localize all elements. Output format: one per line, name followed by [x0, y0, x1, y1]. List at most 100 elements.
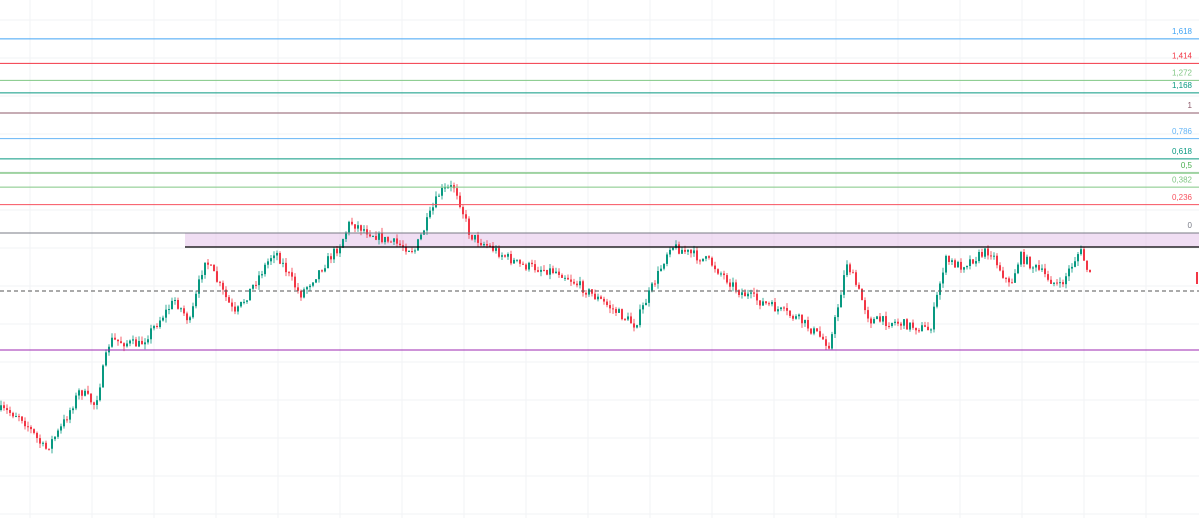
candle-body	[408, 251, 410, 253]
candle-body	[561, 274, 563, 278]
candle-body	[789, 310, 791, 316]
candle-body	[426, 217, 428, 231]
candle-body	[1032, 267, 1034, 269]
candle-body	[1053, 282, 1055, 284]
candle-body	[951, 260, 953, 262]
candle-body	[825, 339, 827, 346]
candle-body	[699, 260, 701, 262]
candle-body	[885, 316, 887, 326]
candle-body	[282, 262, 284, 264]
candle-body	[15, 416, 17, 418]
candle-body	[849, 264, 851, 273]
candle-body	[342, 239, 344, 248]
candle-body	[24, 420, 26, 427]
candle-body	[99, 387, 101, 401]
candle-body	[888, 325, 890, 327]
candle-body	[441, 187, 443, 196]
candle-body	[519, 259, 521, 264]
candle-body	[642, 305, 644, 310]
candle-body	[876, 316, 878, 320]
candle-body	[1029, 256, 1031, 269]
candle-body	[768, 303, 770, 305]
candle-body	[858, 284, 860, 289]
candle-body	[402, 245, 404, 248]
candle-body	[1068, 268, 1070, 277]
candle-body	[243, 301, 245, 303]
candle-body	[360, 225, 362, 231]
candle-body	[750, 292, 752, 294]
candle-body	[900, 323, 902, 326]
candle-body	[726, 275, 728, 283]
candle-body	[942, 272, 944, 284]
candle-body	[1083, 249, 1085, 261]
candle-body	[183, 308, 185, 314]
candle-body	[1089, 269, 1091, 273]
candle-body	[393, 238, 395, 242]
candle-body	[177, 299, 179, 309]
candle-body	[936, 294, 938, 307]
candle-body	[987, 248, 989, 256]
candle-body	[939, 283, 941, 295]
candle-body	[543, 269, 545, 271]
candle-body	[84, 390, 86, 396]
candle-body	[363, 229, 365, 231]
candle-body	[717, 269, 719, 274]
candle-body	[978, 251, 980, 262]
candle-body	[609, 305, 611, 309]
candle-body	[555, 271, 557, 274]
candle-body	[759, 300, 761, 306]
candle-body	[921, 325, 923, 332]
candle-body	[525, 264, 527, 270]
candle-body	[321, 270, 323, 272]
candle-body	[351, 221, 353, 225]
candle-body	[711, 257, 713, 266]
candle-body	[567, 277, 569, 280]
candle-body	[639, 309, 641, 326]
candle-body	[147, 339, 149, 343]
fib-level-label: 0,5	[1181, 161, 1193, 170]
candle-body	[1074, 261, 1076, 267]
candle-body	[1002, 270, 1004, 278]
candle-body	[909, 322, 911, 330]
candle-body	[996, 255, 998, 266]
candle-body	[795, 316, 797, 319]
candle-body	[240, 301, 242, 307]
fib-level-label: 1,168	[1172, 81, 1193, 90]
candle-body	[213, 264, 215, 272]
candle-body	[207, 262, 209, 265]
candle-body	[273, 255, 275, 259]
candle-body	[150, 328, 152, 340]
candle-body	[459, 195, 461, 208]
candle-body	[1062, 282, 1064, 285]
candle-body	[687, 249, 689, 252]
candle-body	[90, 393, 92, 403]
candle-body	[327, 256, 329, 269]
fib-level-label: 0,236	[1172, 193, 1193, 202]
candle-body	[861, 288, 863, 301]
candle-body	[1050, 279, 1052, 284]
candle-body	[852, 272, 854, 274]
candle-body	[468, 218, 470, 235]
candle-body	[45, 442, 47, 449]
candle-body	[135, 339, 137, 347]
candle-body	[267, 261, 269, 265]
candle-body	[264, 264, 266, 275]
candle-body	[270, 258, 272, 262]
candle-body	[981, 251, 983, 257]
candle-body	[96, 400, 98, 405]
candle-body	[513, 259, 515, 264]
candle-body	[333, 248, 335, 260]
candle-body	[1047, 274, 1049, 280]
candle-body	[6, 408, 8, 411]
candle-body	[696, 250, 698, 261]
candle-body	[114, 337, 116, 340]
candle-body	[186, 313, 188, 321]
candle-body	[573, 281, 575, 284]
candle-body	[1017, 264, 1019, 274]
candle-body	[390, 241, 392, 243]
candle-body	[414, 250, 416, 252]
candle-body	[210, 264, 212, 266]
candle-body	[1041, 268, 1043, 270]
candle-body	[651, 283, 653, 291]
candle-body	[444, 187, 446, 189]
